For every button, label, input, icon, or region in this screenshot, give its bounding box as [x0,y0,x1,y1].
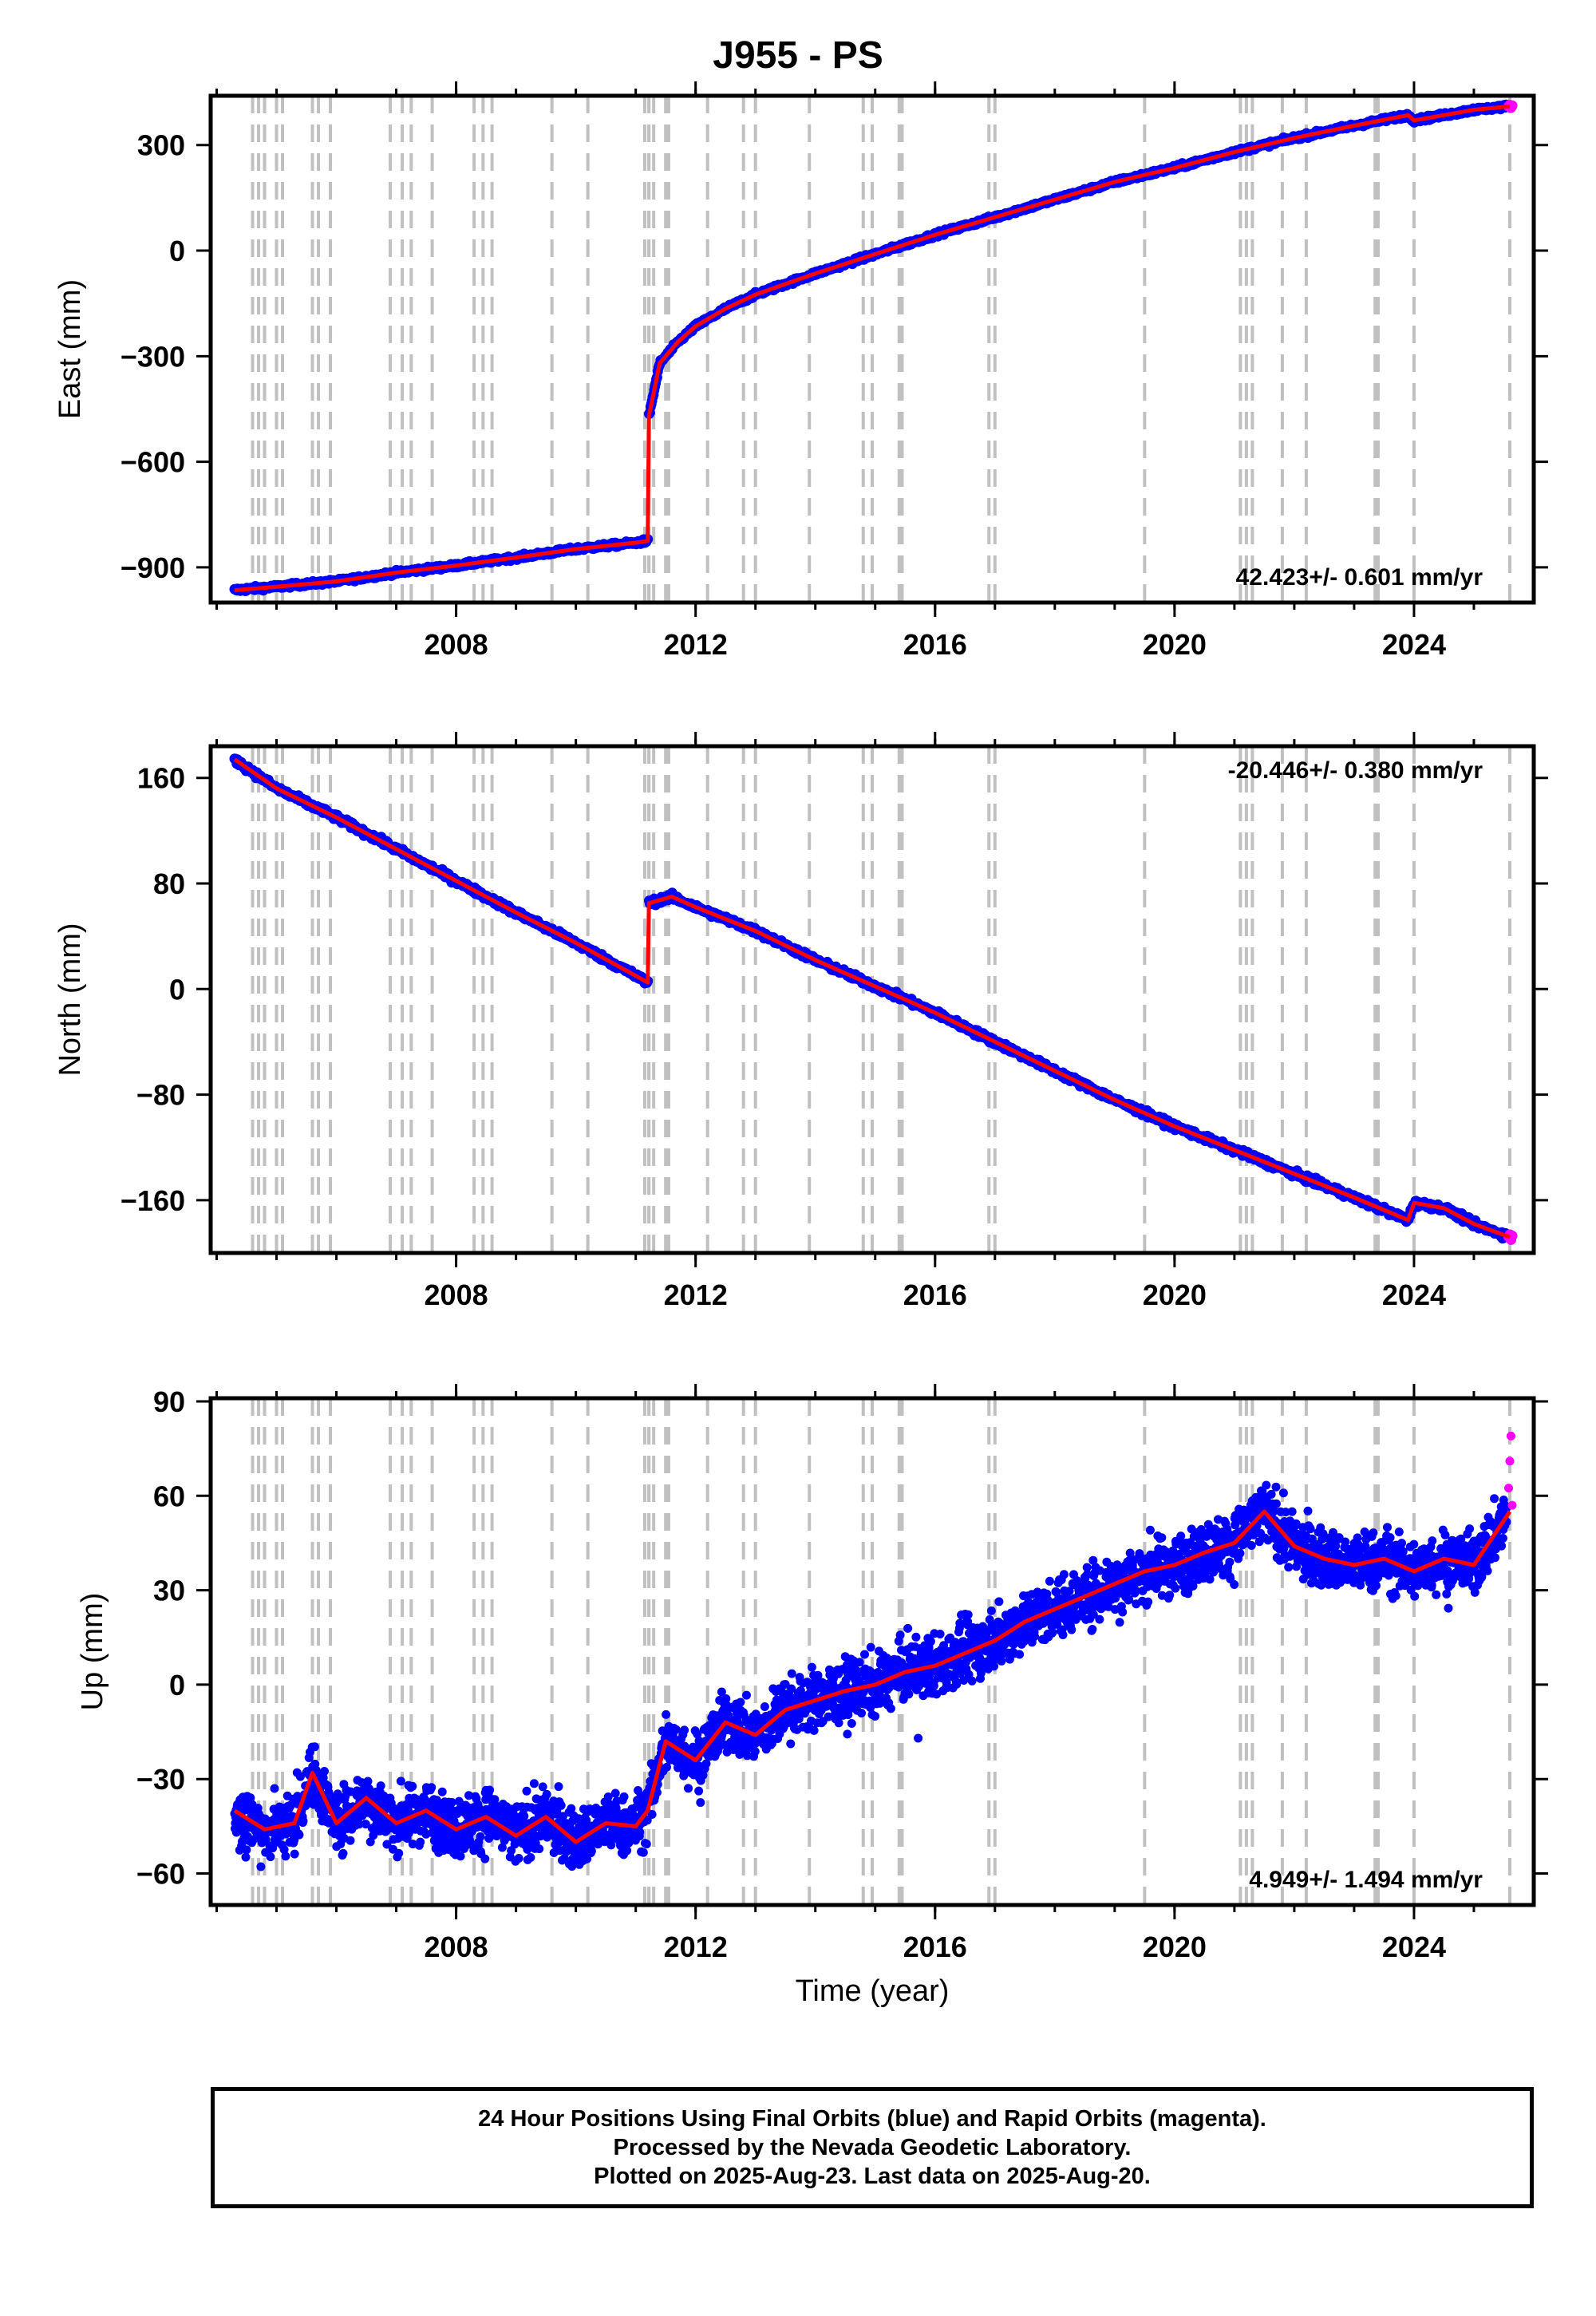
rapid-orbit-point [1503,1484,1513,1493]
y-tick-label: −600 [120,446,185,479]
x-tick-label: 2020 [1143,1279,1207,1311]
caption-box: 24 Hour Positions Using Final Orbits (bl… [211,2087,1534,2208]
y-tick-label: 30 [153,1575,185,1607]
x-tick-label: 2012 [664,1279,728,1311]
y-tick-label: −30 [136,1763,185,1796]
y-axis-label: North (mm) [53,923,87,1076]
x-tick-label: 2024 [1382,628,1446,661]
model-line [233,1509,1512,1844]
plot-frame-up [208,1396,1536,1907]
y-tick-label: −80 [136,1079,185,1112]
x-tick-label: 2012 [664,628,728,661]
panel-east: 2008 2012 2016 2020 2024 300 0 −300 −600 −900 East… [53,81,1548,661]
y-tick-label: −160 [120,1184,185,1217]
plot-area-north [229,746,1518,1253]
final-orbit-points [230,1480,1511,1871]
x-tick-label: 2020 [1143,628,1207,661]
final-orbit-points [229,753,1511,1244]
y-tick-label: −900 [120,551,185,584]
plot-frame-north [208,744,1536,1255]
model-line [233,757,1511,1239]
x-tick-label: 2008 [425,1931,488,1963]
chart-title: J955 - PS [713,34,883,77]
rapid-orbit-point [1507,1231,1518,1242]
y-axis-label: Up (mm) [76,1593,109,1711]
rapid-orbit-point [1506,1431,1515,1441]
x-tick-label: 2024 [1382,1931,1446,1963]
x-tick-label: 2012 [664,1931,728,1963]
plot-area-up [230,1398,1517,1905]
y-tick-label: 160 [137,762,185,795]
y-tick-label: −60 [136,1858,185,1891]
caption-line-2: Processed by the Nevada Geodetic Laborat… [613,2135,1132,2160]
panel-up: 2008 2012 2016 2020 2024 90 60 30 0 −30 −60 Up (mm)… [76,1384,1548,2008]
rapid-orbit-point [1505,1456,1515,1466]
caption-line-1: 24 Hour Positions Using Final Orbits (bl… [478,2106,1266,2132]
x-tick-label: 2008 [425,1279,488,1311]
x-tick-label: 2016 [903,1931,967,1963]
x-tick-label: 2016 [903,628,967,661]
model-line [234,104,1511,593]
x-tick-label: 2024 [1382,1279,1446,1311]
plot-frame-east [208,93,1536,605]
rapid-orbit-point [1507,1500,1517,1510]
y-tick-label: 90 [153,1385,185,1418]
y-tick-label: 80 [153,868,185,900]
x-axis-label: Time (year) [796,1974,950,2008]
x-tick-label: 2008 [425,628,488,661]
y-tick-label: 60 [153,1480,185,1512]
rate-annotation: 4.949+/- 1.494 mm/yr [1249,1867,1483,1893]
plot-area-east [229,96,1518,603]
y-tick-label: 0 [169,235,185,267]
y-tick-label: −300 [120,340,185,373]
final-orbit-points [229,99,1511,597]
panel-north: 2008 2012 2016 2020 2024 160 80 0 −80 −160 North (… [53,732,1548,1311]
x-tick-label: 2020 [1143,1931,1207,1963]
y-axis-label: East (mm) [53,279,87,419]
y-tick-label: 0 [169,1669,185,1701]
y-tick-label: 300 [137,129,185,162]
x-tick-label: 2016 [903,1279,967,1311]
y-tick-label: 0 [169,973,185,1006]
caption-line-3: Plotted on 2025-Aug-23. Last data on 202… [594,2164,1151,2189]
rate-annotation: 42.423+/- 0.601 mm/yr [1236,564,1483,591]
rate-annotation: -20.446+/- 0.380 mm/yr [1228,757,1483,784]
